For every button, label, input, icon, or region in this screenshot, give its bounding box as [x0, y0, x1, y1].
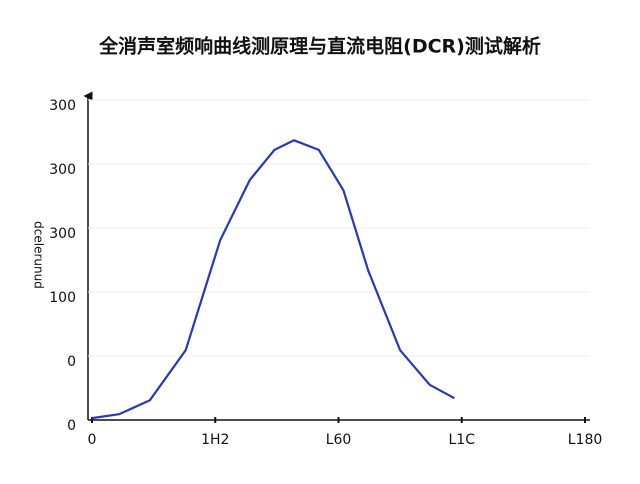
x-tick-label: 1H2	[201, 432, 229, 448]
y-tick-label: 300	[49, 98, 76, 114]
y-tick-label: 300	[49, 162, 76, 178]
y-tick-label: 0	[67, 418, 76, 434]
x-tick-label: L1C	[449, 432, 476, 448]
y-tick-label: 300	[49, 226, 76, 242]
y-tick-label: 0	[67, 354, 76, 370]
y-tick-label: 100	[49, 290, 76, 306]
x-tick-label: L180	[568, 432, 603, 448]
line	[91, 139, 455, 420]
x-tick-label: L60	[326, 432, 352, 448]
chart-title: 全消声室频响曲线测原理与直流电阻(DCR)测试解析	[98, 35, 541, 58]
y-axis-label: dcelerunud	[32, 221, 46, 289]
x-tick-label: 0	[88, 432, 97, 448]
